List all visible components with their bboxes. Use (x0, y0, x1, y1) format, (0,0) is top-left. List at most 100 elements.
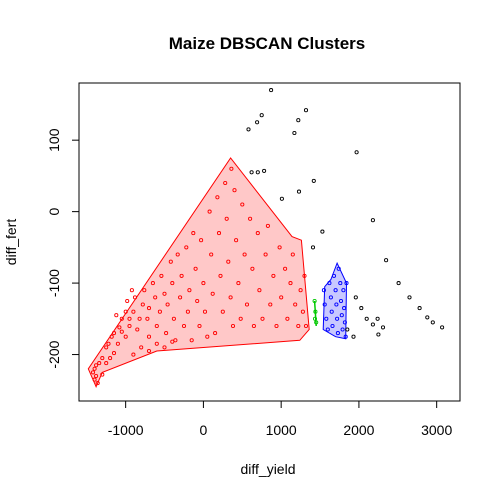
cluster1-point (300, 309, 305, 314)
cluster1-point (129, 288, 134, 293)
cluster2-point (343, 334, 348, 339)
cluster2-point (325, 327, 330, 332)
noise-point (296, 118, 301, 123)
noise-point (417, 306, 422, 311)
x-tick-label: 0 (200, 422, 208, 438)
cluster1-point (195, 298, 200, 304)
cluster1-point (175, 252, 180, 257)
cluster1-point (162, 345, 167, 350)
cluster1-point (170, 281, 175, 286)
cluster1-point (146, 334, 152, 339)
noise-point (351, 334, 356, 339)
cluster2-point (328, 295, 333, 300)
cluster1-point (257, 288, 262, 293)
cluster1-point (218, 273, 223, 278)
x-tick-label: 3000 (421, 422, 452, 438)
cluster1-point (132, 295, 138, 300)
cluster1-point (165, 302, 170, 307)
cluster1-point (137, 316, 142, 321)
cluster1-point (215, 195, 220, 200)
cluster1-point (153, 295, 158, 300)
noise-point (296, 189, 302, 194)
cluster1-point (229, 166, 234, 171)
cluster1-point (173, 338, 178, 343)
cluster1-point (205, 334, 210, 339)
cluster1-point (185, 309, 190, 314)
noise-point (345, 327, 350, 332)
cluster1-point (220, 309, 225, 314)
noise-point (359, 306, 364, 311)
y-tick-label: 0 (46, 207, 62, 215)
cluster2-point (331, 273, 337, 278)
cluster1-point (109, 334, 114, 339)
cluster1-point (164, 331, 169, 336)
x-axis: -1000 0 1000 2000 3000 (108, 400, 452, 438)
cluster1-point (191, 231, 196, 236)
cluster1-point (248, 216, 253, 221)
noise-point (310, 245, 316, 250)
cluster1-point (145, 316, 150, 321)
noise-point (354, 150, 359, 155)
cluster1-point (111, 331, 117, 336)
cluster1-point (135, 327, 140, 332)
cluster1-point (223, 180, 228, 186)
cluster1-point (127, 323, 132, 329)
noise-point (246, 127, 251, 132)
cluster1-point (251, 323, 256, 329)
cluster1-point (117, 325, 122, 330)
noise-point (262, 168, 267, 173)
cluster1-point (255, 231, 260, 236)
cluster1-point (209, 252, 214, 257)
cluster2-point (340, 327, 345, 332)
cluster2-point (344, 281, 349, 286)
cluster1-point (179, 273, 184, 278)
cluster1-point (150, 281, 155, 286)
cluster1-point (207, 209, 212, 214)
cluster2-point (339, 313, 344, 318)
noise-point (255, 170, 260, 175)
x-axis-label: diff_yield (240, 461, 295, 477)
cluster1-point (199, 238, 204, 243)
cluster1-point (193, 266, 198, 271)
y-axis-label: diff_fert (3, 219, 19, 266)
cluster1-point (154, 341, 159, 346)
cluster1-point (140, 302, 145, 307)
cluster1-point (296, 323, 301, 329)
cluster2-point (338, 298, 344, 304)
cluster1-hull (87, 157, 310, 388)
cluster2-point (333, 288, 338, 293)
cluster1-point (288, 281, 293, 286)
cluster1-point (157, 309, 162, 314)
noise-point (353, 295, 358, 300)
cluster1-point (146, 306, 152, 311)
cluster1-point (213, 331, 218, 336)
cluster1-point (170, 339, 175, 344)
cluster1-point (216, 231, 222, 236)
cluster1-point (92, 377, 97, 382)
cluster1-point (131, 352, 136, 357)
noise-point (370, 218, 375, 223)
noise-point (249, 170, 254, 175)
cluster2-point (338, 281, 343, 286)
cluster1-point (119, 316, 124, 321)
y-axis: -200 -100 0 100 (46, 128, 80, 369)
cluster1-point (228, 295, 233, 300)
cluster1-point (104, 345, 109, 350)
noise-point (407, 295, 412, 300)
cluster2-point (322, 302, 327, 307)
cluster1-point (244, 302, 250, 307)
cluster1-point (210, 291, 215, 296)
cluster1-point (240, 202, 245, 207)
cluster1-point (154, 323, 159, 329)
cluster1-point (197, 323, 202, 329)
x-tick-label: 2000 (343, 422, 374, 438)
cluster1-point (94, 373, 99, 379)
y-tick-label: 100 (46, 128, 62, 152)
noise-point (396, 281, 401, 286)
cluster1-point (293, 302, 298, 307)
y-tick-label: -100 (46, 269, 62, 297)
noise-point (311, 178, 316, 183)
cluster2-point (327, 281, 332, 286)
cluster1-point (242, 252, 247, 257)
